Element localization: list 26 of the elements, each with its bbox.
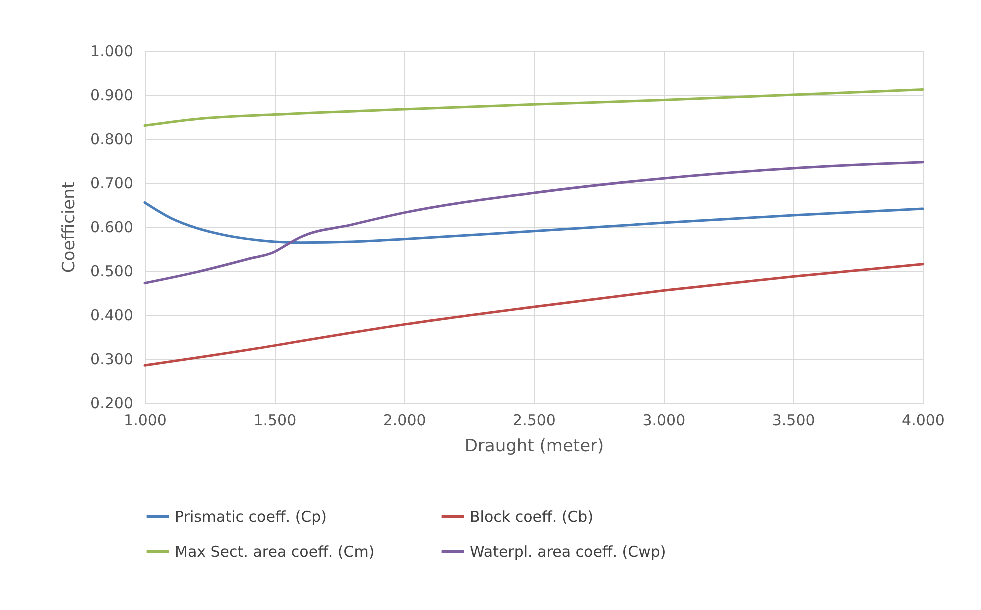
x-tick-label: 3.000 (642, 412, 686, 430)
line-series (144, 88, 924, 128)
line-series (144, 202, 924, 244)
y-tick-label: 1.000 (90, 42, 134, 60)
y-tick-label: 0.800 (90, 130, 134, 148)
legend-label: Prismatic coeff. (Cp) (175, 508, 328, 526)
y-axis-title: Coefficient (60, 182, 80, 274)
legend-label: Max Sect. area coeff. (Cm) (175, 543, 375, 561)
x-tick-label: 4.000 (902, 412, 945, 430)
x-tick-label: 1.500 (254, 412, 297, 430)
legend-label: Block coeff. (Cb) (470, 508, 594, 526)
y-tick-label: 0.500 (90, 262, 134, 280)
legend-label: Waterpl. area coeff. (Cwp) (470, 543, 666, 561)
y-tick-label: 0.900 (90, 86, 134, 104)
x-tick-label: 2.500 (513, 412, 556, 430)
x-axis-title: Draught (meter) (464, 436, 604, 456)
y-tick-label: 0.400 (90, 306, 134, 324)
y-tick-label: 0.700 (90, 174, 134, 192)
y-tick-label: 0.200 (90, 394, 134, 412)
line-series (144, 263, 924, 367)
line-series (144, 161, 924, 285)
y-tick-label: 0.300 (90, 350, 134, 368)
x-tick-label: 2.000 (383, 412, 426, 430)
x-tick-label: 3.500 (772, 412, 816, 430)
x-tick-label: 1.000 (124, 412, 167, 430)
y-tick-label: 0.600 (90, 218, 134, 236)
